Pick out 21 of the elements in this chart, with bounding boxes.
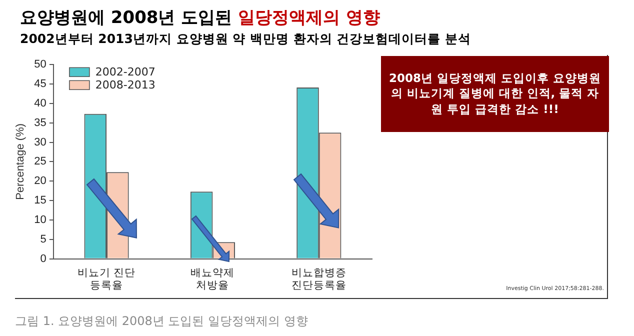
x-tick-label: 비뇨합병증 진단등록율 — [291, 266, 346, 292]
x-tick-label: 배뇨약제 처방율 — [190, 266, 235, 292]
y-tick-label: 45 — [34, 78, 46, 90]
y-tick-label: 30 — [34, 136, 46, 148]
x-tick-label: 비뇨기 진단 등록율 — [78, 266, 136, 292]
y-axis-title: Percentage (%) — [14, 123, 27, 200]
y-tick-label: 0 — [40, 252, 46, 265]
legend-label: 2002-2007 — [95, 65, 156, 78]
y-tick-label: 35 — [34, 116, 46, 129]
y-tick-label: 50 — [34, 58, 46, 71]
chart-title: 요양병원에 2008년 도입된 일당정액제의 영향 — [20, 8, 380, 28]
text: 2008년 일당정액제 도입이후 요양병원의 비뇨기계 질병에 대한 인적, 물적 자원 투입 급격한 감소 !!! — [381, 56, 609, 132]
legend-label: 2008-2013 — [95, 78, 156, 92]
chart-subtitle: 2002년부터 2013년까지 요양병원 약 백만명 환자의 건강보험데이터를 분석 — [20, 31, 472, 48]
y-tick-label: 25 — [34, 156, 46, 168]
y-tick-label: 20 — [34, 175, 46, 188]
y-tick-label: 5 — [40, 233, 46, 246]
caption: 그림 1. 요양병원에 2008년 도입된 일당정액제의 영향 — [15, 313, 308, 330]
y-tick-label: 40 — [34, 97, 46, 110]
y-tick-label: 10 — [34, 214, 46, 226]
y-tick-label: 15 — [34, 194, 46, 207]
